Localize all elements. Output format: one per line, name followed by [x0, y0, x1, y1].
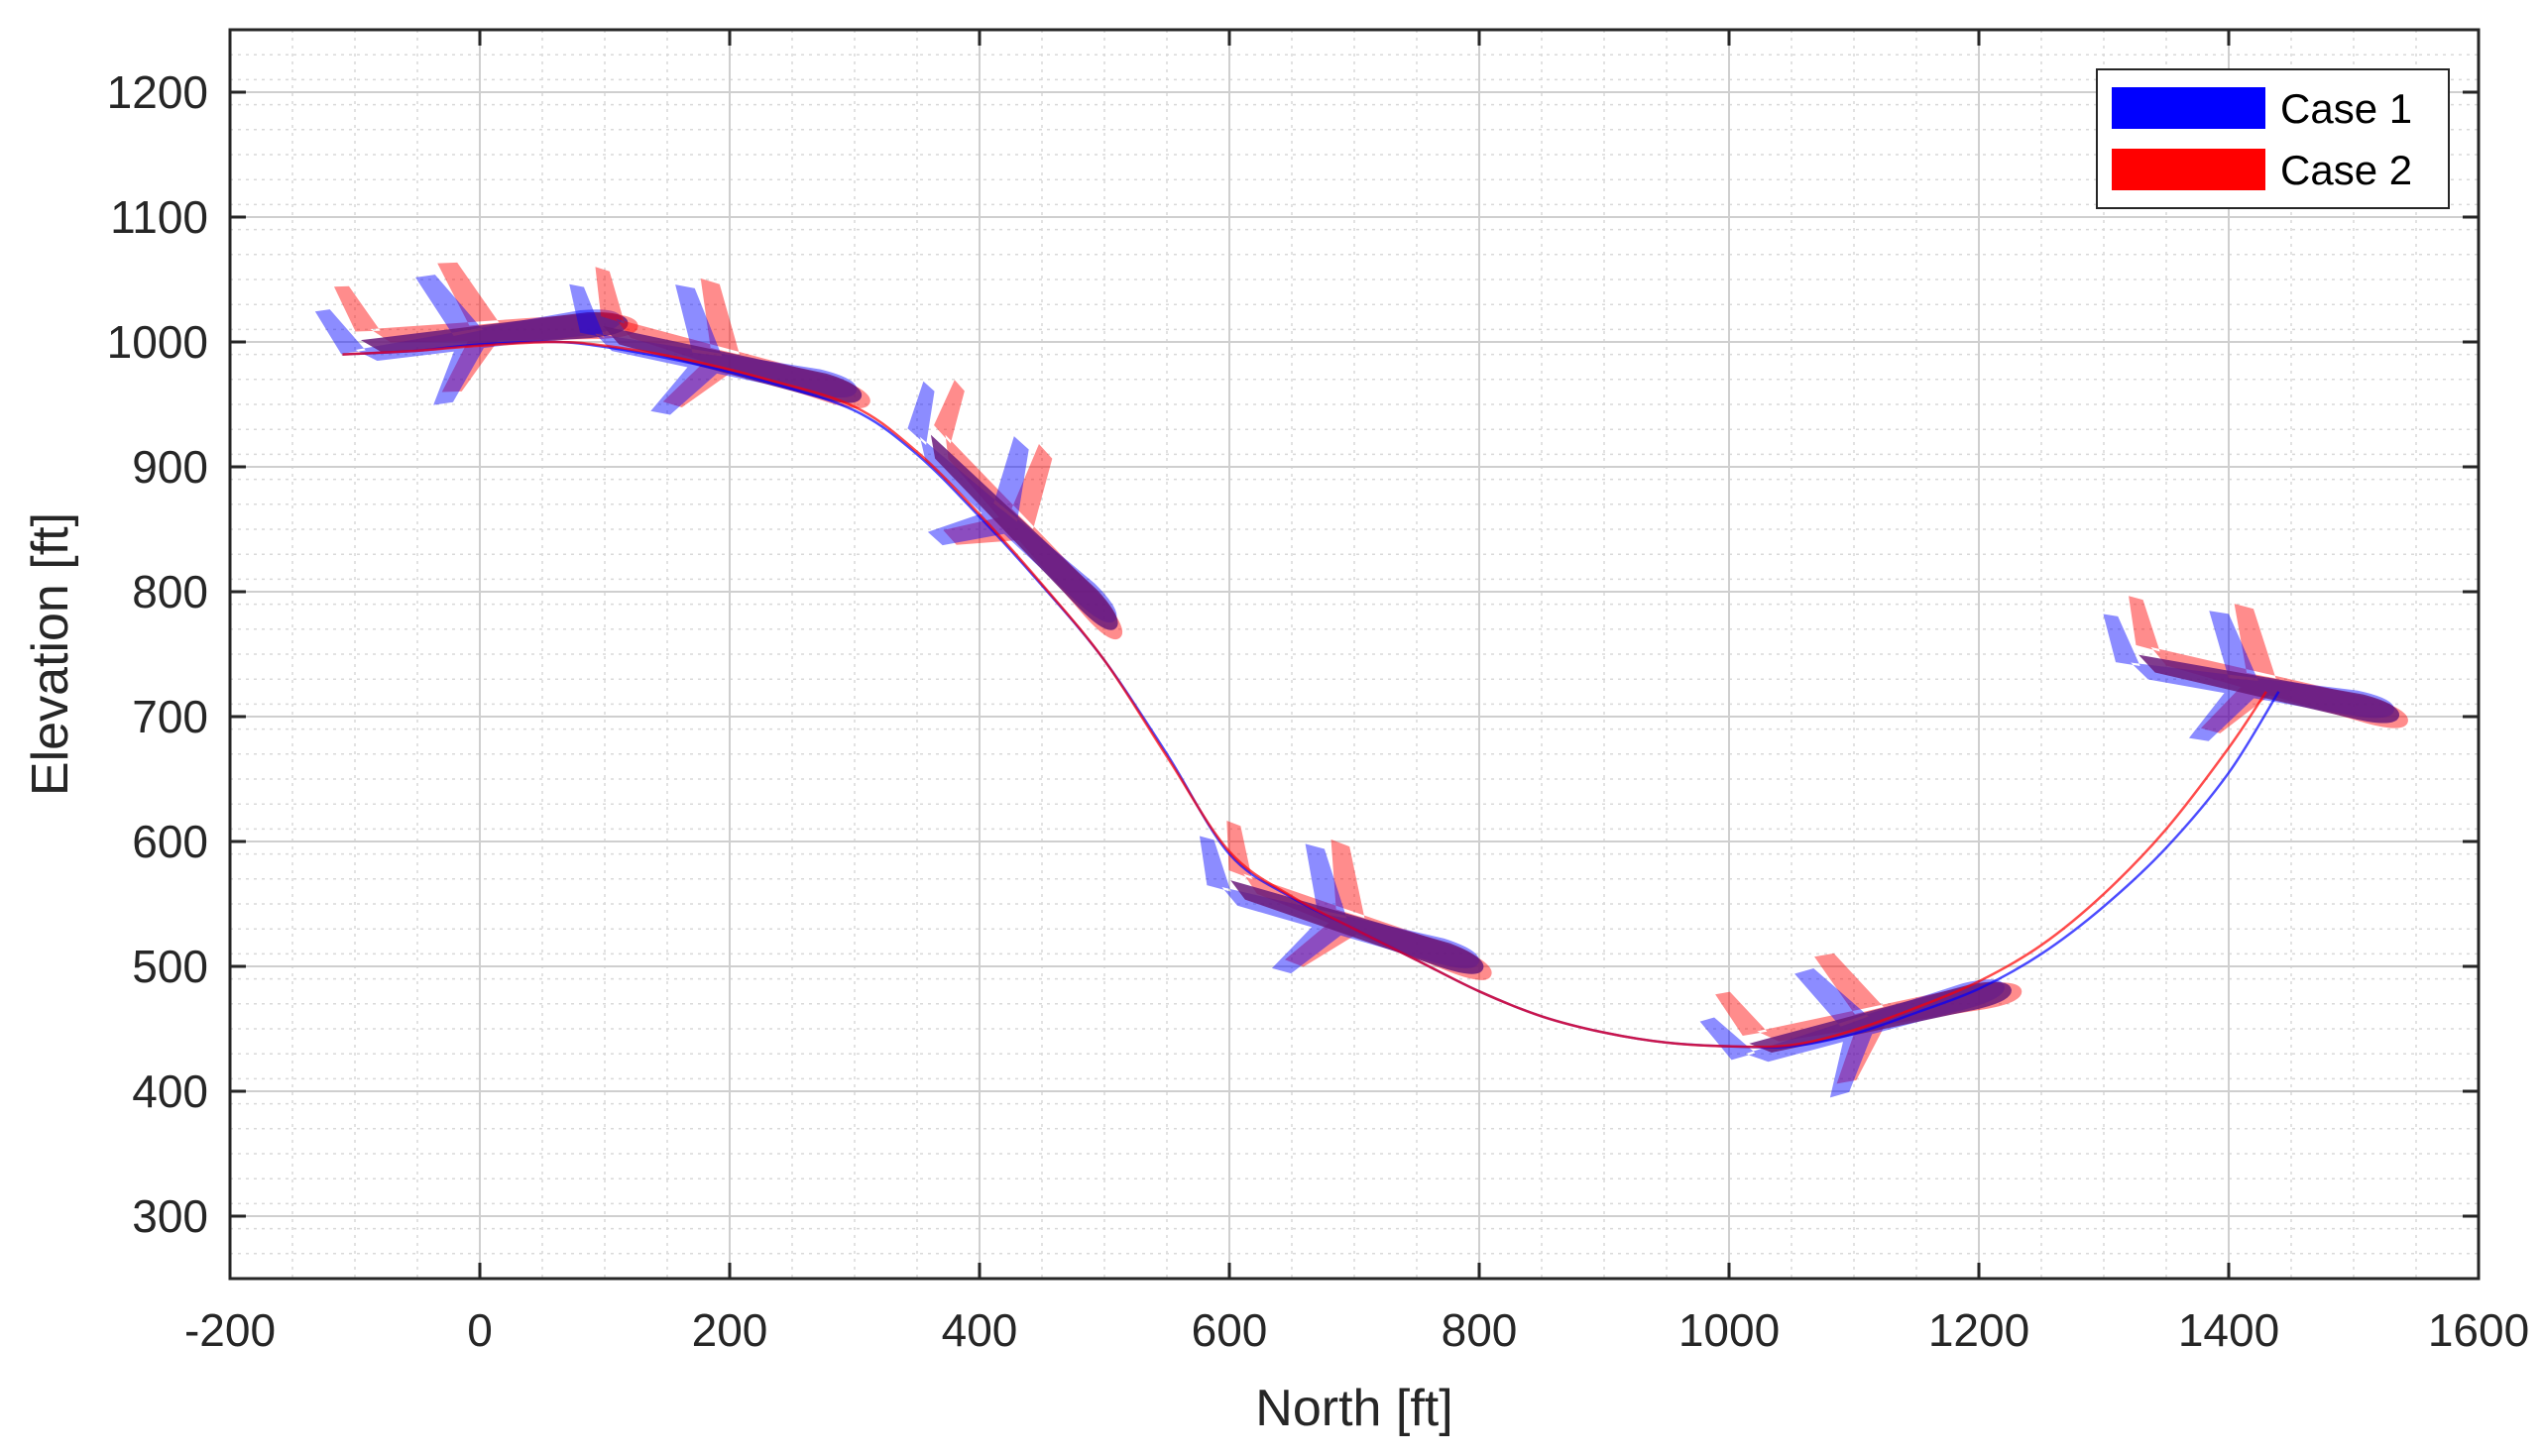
y-axis-label: Elevation [ft]	[22, 512, 79, 796]
x-tick-label: 1400	[2178, 1304, 2279, 1356]
y-tick-label: 900	[132, 441, 208, 493]
y-tick-label: 600	[132, 816, 208, 867]
aircraft	[2103, 596, 2408, 741]
series-line-case-2	[342, 340, 2267, 1049]
aircraft	[1699, 952, 2023, 1098]
y-tick-label: 500	[132, 941, 208, 992]
aircraft-fuselage	[603, 326, 863, 403]
x-tick-labels: -200 0 200 400 600 800 1000 1200 1400 1600	[184, 1304, 2529, 1356]
x-tick-label: -200	[184, 1304, 276, 1356]
x-tick-label: 200	[692, 1304, 768, 1356]
x-tick-label: 1200	[1928, 1304, 2029, 1356]
x-axis-label: North [ft]	[1255, 1380, 1452, 1437]
x-tick-label: 1000	[1678, 1304, 1780, 1356]
y-tick-label: 300	[132, 1190, 208, 1242]
legend: Case 1 Case 2	[2096, 68, 2450, 209]
aircraft-fuselage	[2138, 654, 2399, 724]
aircraft-fuselage	[1749, 981, 2012, 1053]
y-tick-labels: 300 400 500 600 700 800 900 1000 1100 1200	[107, 66, 208, 1242]
series-layer	[342, 340, 2280, 1049]
aircraft	[907, 380, 1123, 640]
aircraft	[1199, 820, 1492, 980]
y-tick-label: 1100	[110, 191, 208, 243]
y-tick-label: 800	[132, 566, 208, 617]
legend-swatch-case-2	[2112, 149, 2265, 190]
y-tick-label: 1200	[107, 66, 208, 118]
y-tick-label: 700	[132, 691, 208, 742]
legend-label-case-1: Case 1	[2280, 85, 2412, 132]
x-tick-label: 0	[467, 1304, 493, 1356]
aircraft-layer	[314, 262, 2408, 1098]
aircraft-fuselage	[1230, 880, 1484, 974]
x-tick-label: 600	[1192, 1304, 1268, 1356]
aircraft	[569, 267, 870, 415]
x-tick-label: 1600	[2428, 1304, 2529, 1356]
aircraft-fuselage	[930, 434, 1118, 630]
axis-ticks	[228, 30, 2481, 1279]
major-grid	[229, 30, 2480, 1279]
y-tick-label: 400	[132, 1065, 208, 1117]
axes-box	[228, 28, 2481, 1281]
aircraft-fuselage	[360, 312, 629, 353]
legend-swatch-case-1	[2112, 87, 2265, 129]
aircraft	[314, 262, 638, 405]
y-tick-label: 1000	[107, 316, 208, 368]
x-tick-label: 800	[1442, 1304, 1518, 1356]
x-tick-label: 400	[942, 1304, 1018, 1356]
legend-label-case-2: Case 2	[2280, 147, 2412, 193]
